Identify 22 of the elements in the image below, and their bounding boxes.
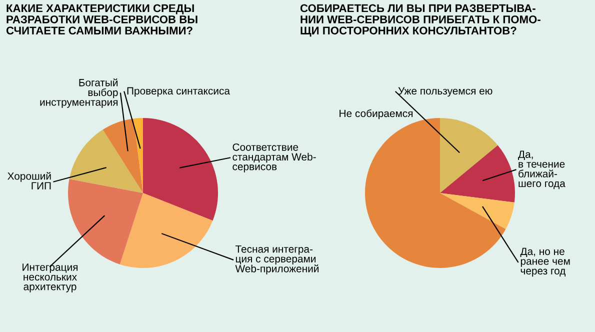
slice-label: Богатый выбор инструментария (40, 78, 118, 108)
pie-slice (440, 118, 498, 193)
slice-label: Уже пользуемся ею (398, 87, 492, 97)
slice-label: Хороший ГИП (8, 172, 51, 190)
pie-slice (440, 145, 515, 202)
pie-slice (365, 118, 506, 268)
pie-slice (102, 118, 143, 193)
pie-slice (120, 193, 213, 268)
slice-label: Да, но не ранее чем через год (520, 248, 570, 277)
chart-title: КАКИЕ ХАРАКТЕРИСТИКИ СРЕДЫ РАЗРАБОТКИ WEB-СЕРВИСОВ ВЫ СЧИТАЕТЕ САМЫМИ ВАЖНЫМИ? (6, 4, 198, 34)
pie-slice (69, 130, 143, 193)
pie-slice (68, 178, 143, 264)
slice-label: Проверка синтаксиса (127, 87, 230, 97)
chart-title: СОБИРАЕТЕСЬ ЛИ ВЫ ПРИ РАЗВЕРТЫВА- НИИ WEB-СЕРВИСОВ ПРИБЕГАТЬ К ПОМО- ЩИ ПОСТОРОННИХ КОНСУЛЬТАНТОВ? (300, 4, 540, 37)
pie-slice (440, 193, 514, 230)
slice-label: Да, в течение ближай- шего года (518, 150, 566, 190)
pie-slice (134, 118, 143, 193)
slice-label: Не собираемся (340, 109, 413, 120)
pie-slice (143, 118, 218, 221)
slice-label: Соответствие стандартам Web- сервисов (232, 143, 316, 172)
slice-label: Тесная интегра- ция с серверами Web-приложений (235, 245, 319, 274)
slice-label: Интеграция нескольких архитектур (22, 264, 78, 292)
